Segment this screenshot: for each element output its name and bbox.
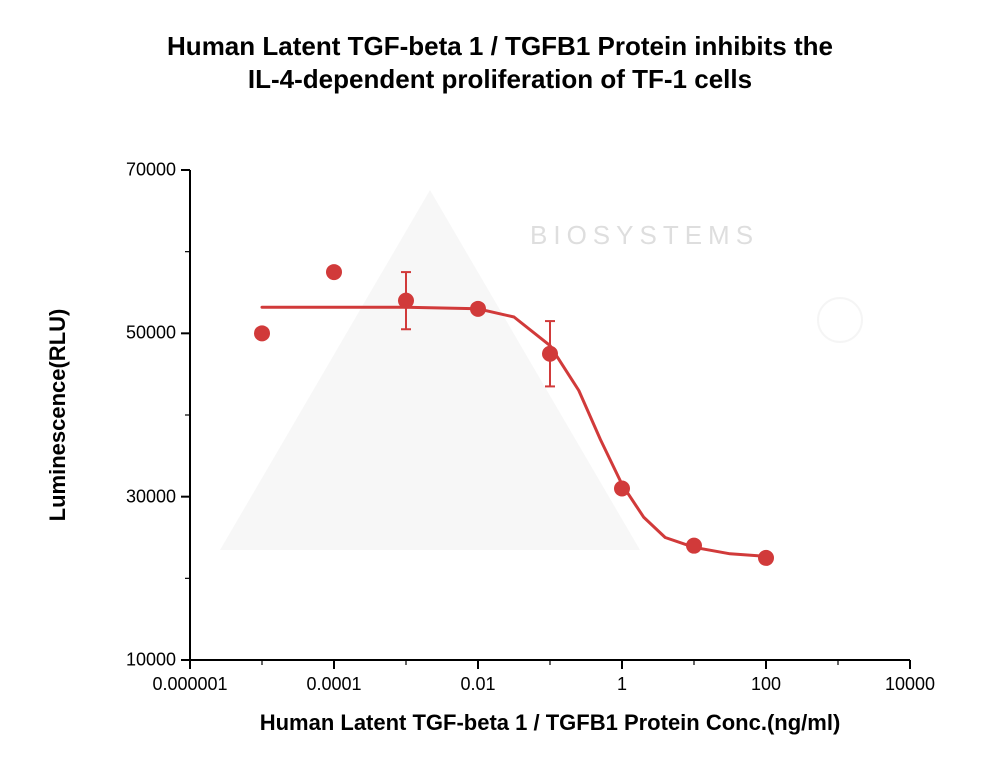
- data-point: [542, 346, 558, 362]
- y-tick-label: 70000: [126, 160, 176, 181]
- x-axis-label: Human Latent TGF-beta 1 / TGFB1 Protein …: [190, 710, 910, 736]
- data-point: [398, 293, 414, 309]
- y-tick-label: 30000: [126, 486, 176, 507]
- chart-area: [190, 170, 910, 660]
- data-point: [614, 481, 630, 497]
- data-point: [470, 301, 486, 317]
- y-tick-label: 50000: [126, 323, 176, 344]
- y-tick-label: 10000: [126, 650, 176, 671]
- plot-svg: [190, 170, 910, 660]
- data-point: [686, 538, 702, 554]
- x-tick-label: 0.0001: [306, 674, 361, 695]
- data-point: [326, 264, 342, 280]
- x-tick-label: 0.01: [460, 674, 495, 695]
- x-tick-label: 1: [617, 674, 627, 695]
- data-point: [254, 325, 270, 341]
- x-tick-label: 0.000001: [152, 674, 227, 695]
- chart-title: Human Latent TGF-beta 1 / TGFB1 Protein …: [0, 30, 1000, 95]
- fitted-curve: [262, 307, 766, 556]
- chart-title-line2: IL-4-dependent proliferation of TF-1 cel…: [0, 63, 1000, 96]
- chart-title-line1: Human Latent TGF-beta 1 / TGFB1 Protein …: [0, 30, 1000, 63]
- x-tick-label: 100: [751, 674, 781, 695]
- y-axis-label: Luminescence(RLU): [45, 170, 71, 660]
- data-point: [758, 550, 774, 566]
- x-tick-label: 10000: [885, 674, 935, 695]
